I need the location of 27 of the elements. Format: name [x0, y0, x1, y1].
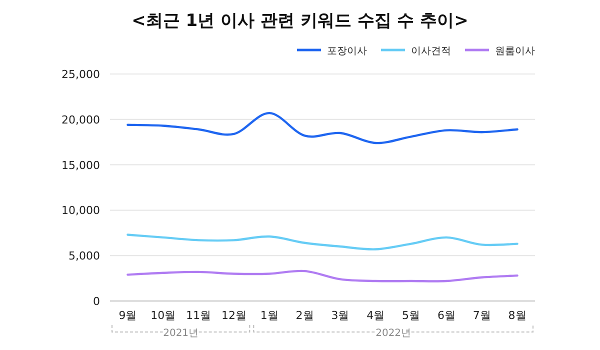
x-tick-label: 9월 — [118, 309, 137, 322]
y-tick-label: 20,000 — [62, 113, 100, 126]
x-tick-label: 5월 — [402, 309, 420, 322]
y-tick-label: 5,000 — [68, 250, 100, 263]
x-tick-label: 3월 — [331, 309, 350, 322]
legend-label: 포장이사 — [327, 46, 367, 57]
y-tick-label: 10,000 — [62, 204, 100, 218]
x-tick-label: 2월 — [296, 309, 314, 322]
x-tick-label: 8월 — [508, 309, 526, 322]
y-tick-label: 0 — [93, 295, 100, 308]
y-tick-label: 25,000 — [62, 68, 100, 81]
text: 2022년 — [376, 328, 412, 339]
x-tick-label: 6월 — [437, 309, 456, 322]
y-tick-label: 15,000 — [62, 158, 100, 172]
line-series — [126, 234, 518, 250]
line-series — [126, 112, 518, 144]
x-tick-label: 10월 — [150, 309, 176, 322]
x-tick-label: 11월 — [186, 309, 212, 322]
x-tick-label: 1월 — [260, 309, 278, 322]
x-tick-label: 4월 — [366, 309, 385, 322]
x-tick-label: 12월 — [221, 309, 246, 322]
text: 2021년 — [163, 328, 199, 339]
legend-label: 이사견적 — [411, 46, 451, 57]
x-tick-label: 7월 — [472, 309, 491, 322]
legend-label: 원룸이사 — [495, 46, 535, 57]
line-series — [126, 270, 518, 282]
chart-title: <최근 1년 이사 관련 키워드 수집 수 추이> — [132, 11, 468, 31]
